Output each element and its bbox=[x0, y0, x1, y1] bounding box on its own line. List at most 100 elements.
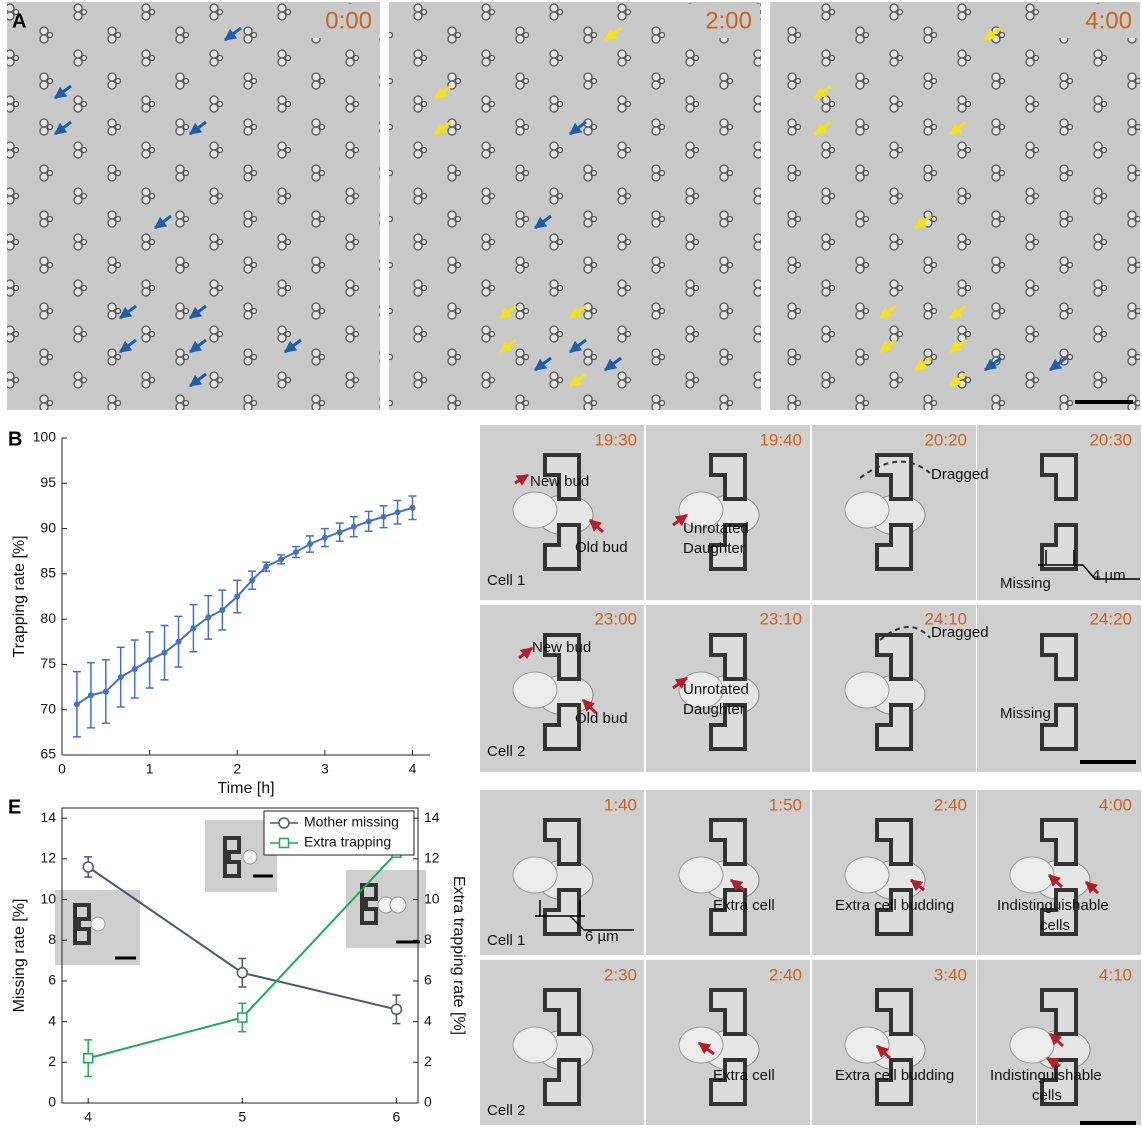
cell bbox=[1010, 857, 1054, 893]
x-tick-label: 5 bbox=[238, 1109, 246, 1125]
y-tick-label: 0 bbox=[48, 1094, 56, 1110]
y2-tick-label: 6 bbox=[424, 972, 432, 988]
marker bbox=[293, 549, 299, 555]
y-tick-label: 12 bbox=[40, 850, 56, 866]
marker bbox=[237, 968, 247, 978]
cell-label: Cell 1 bbox=[487, 572, 525, 589]
timestamp: 1:40 bbox=[604, 795, 637, 814]
annotation: Old bud bbox=[575, 710, 628, 727]
timestamp: 23:10 bbox=[759, 609, 802, 628]
y-tick-label: 85 bbox=[40, 565, 56, 581]
chart: 6570758085909510001234Time [h]Trapping r… bbox=[11, 429, 430, 798]
marker bbox=[366, 518, 372, 524]
panel-label: E bbox=[8, 796, 21, 818]
marker bbox=[118, 674, 124, 680]
marker bbox=[395, 509, 401, 515]
y2-tick-label: 2 bbox=[424, 1053, 432, 1069]
x-tick-label: 3 bbox=[321, 761, 329, 777]
annotation: Indistinguishable bbox=[997, 897, 1109, 914]
annotation: New bud bbox=[532, 639, 591, 656]
y2-tick-label: 14 bbox=[424, 809, 440, 825]
y-tick-label: 75 bbox=[40, 655, 56, 671]
annotation: Missing bbox=[1000, 705, 1051, 722]
series-line bbox=[77, 508, 413, 705]
timestamp: 1:50 bbox=[769, 795, 802, 814]
y-tick-label: 90 bbox=[40, 519, 56, 535]
timestamp: 20:20 bbox=[924, 430, 967, 449]
y-tick-label: 14 bbox=[40, 809, 56, 825]
cell-label: Cell 2 bbox=[487, 743, 525, 760]
y-tick-label: 95 bbox=[40, 474, 56, 490]
marker bbox=[322, 535, 328, 541]
scale-label: 4 µm bbox=[1092, 567, 1126, 584]
cell bbox=[845, 1027, 889, 1063]
y2-tick-label: 8 bbox=[424, 931, 432, 947]
timestamp: 19:40 bbox=[759, 430, 802, 449]
annotation: New bud bbox=[530, 473, 589, 490]
annotation: Unrotated bbox=[683, 520, 749, 537]
annotation: Daughter bbox=[683, 540, 745, 557]
cell-tiles bbox=[480, 425, 1141, 1125]
legend-marker bbox=[280, 839, 289, 848]
legend-marker bbox=[279, 818, 289, 828]
x-tick-label: 4 bbox=[84, 1109, 92, 1125]
y-tick-label: 4 bbox=[48, 1012, 56, 1028]
timestamp: 2:00 bbox=[705, 7, 752, 34]
marker bbox=[409, 505, 415, 511]
y-axis-title: Missing rate [%] bbox=[11, 899, 28, 1013]
x-tick-label: 6 bbox=[393, 1109, 401, 1125]
annotation: Daughter bbox=[683, 701, 745, 718]
marker bbox=[83, 862, 93, 872]
cell bbox=[513, 672, 557, 708]
annotation: Dragged bbox=[931, 466, 989, 483]
y2-tick-label: 12 bbox=[424, 850, 440, 866]
marker bbox=[263, 564, 269, 570]
legend-label: Extra trapping bbox=[304, 834, 391, 850]
marker bbox=[219, 607, 225, 613]
cell bbox=[845, 672, 889, 708]
marker bbox=[147, 657, 153, 663]
annotation: Old bud bbox=[575, 539, 628, 556]
cell bbox=[513, 857, 557, 893]
annotation: Unrotated bbox=[683, 681, 749, 698]
y2-tick-label: 0 bbox=[424, 1094, 432, 1110]
panel-a: 0:00 2:00 4:00 A bbox=[7, 2, 1140, 410]
cell bbox=[845, 857, 889, 893]
marker bbox=[234, 594, 240, 600]
y-tick-label: 65 bbox=[40, 746, 56, 762]
timestamp: 4:00 bbox=[1099, 795, 1132, 814]
x-tick-label: 0 bbox=[58, 761, 66, 777]
marker bbox=[176, 639, 182, 645]
y-tick-label: 70 bbox=[40, 700, 56, 716]
y2-axis-title: Extra trapping rate [%] bbox=[450, 876, 467, 1035]
marker bbox=[88, 692, 94, 698]
timestamp: 2:30 bbox=[604, 965, 637, 984]
marker bbox=[307, 541, 313, 547]
y-tick-label: 10 bbox=[40, 890, 56, 906]
annotation: Extra cell bbox=[713, 1067, 775, 1084]
x-axis-title: Time [h] bbox=[217, 780, 274, 797]
y-tick-label: 2 bbox=[48, 1053, 56, 1069]
charts: 6570758085909510001234Time [h]Trapping r… bbox=[11, 429, 467, 1129]
y-tick-label: 8 bbox=[48, 931, 56, 947]
marker bbox=[391, 1004, 401, 1014]
timestamp: 2:40 bbox=[769, 965, 802, 984]
y-tick-label: 6 bbox=[48, 972, 56, 988]
panel-label: A bbox=[12, 10, 26, 32]
marker bbox=[337, 529, 343, 535]
legend-label: Mother missing bbox=[304, 814, 399, 830]
y2-tick-label: 10 bbox=[424, 890, 440, 906]
panel-label: B bbox=[8, 428, 22, 450]
marker bbox=[238, 1013, 247, 1022]
figure: 0:00 2:00 4:00 A B C D E 19:30 19:40 20:… bbox=[0, 0, 1142, 1129]
annotation: Missing bbox=[1000, 575, 1051, 592]
annotation: cells bbox=[1032, 1087, 1062, 1104]
scale-label: 6 µm bbox=[585, 928, 619, 945]
timestamp: 0:00 bbox=[325, 7, 372, 34]
timestamp: 24:20 bbox=[1089, 609, 1132, 628]
annotation: Extra cell bbox=[713, 897, 775, 914]
timestamp: 23:00 bbox=[594, 609, 637, 628]
marker bbox=[205, 614, 211, 620]
timestamp: 2:40 bbox=[934, 795, 967, 814]
annotation: Dragged bbox=[931, 624, 989, 641]
